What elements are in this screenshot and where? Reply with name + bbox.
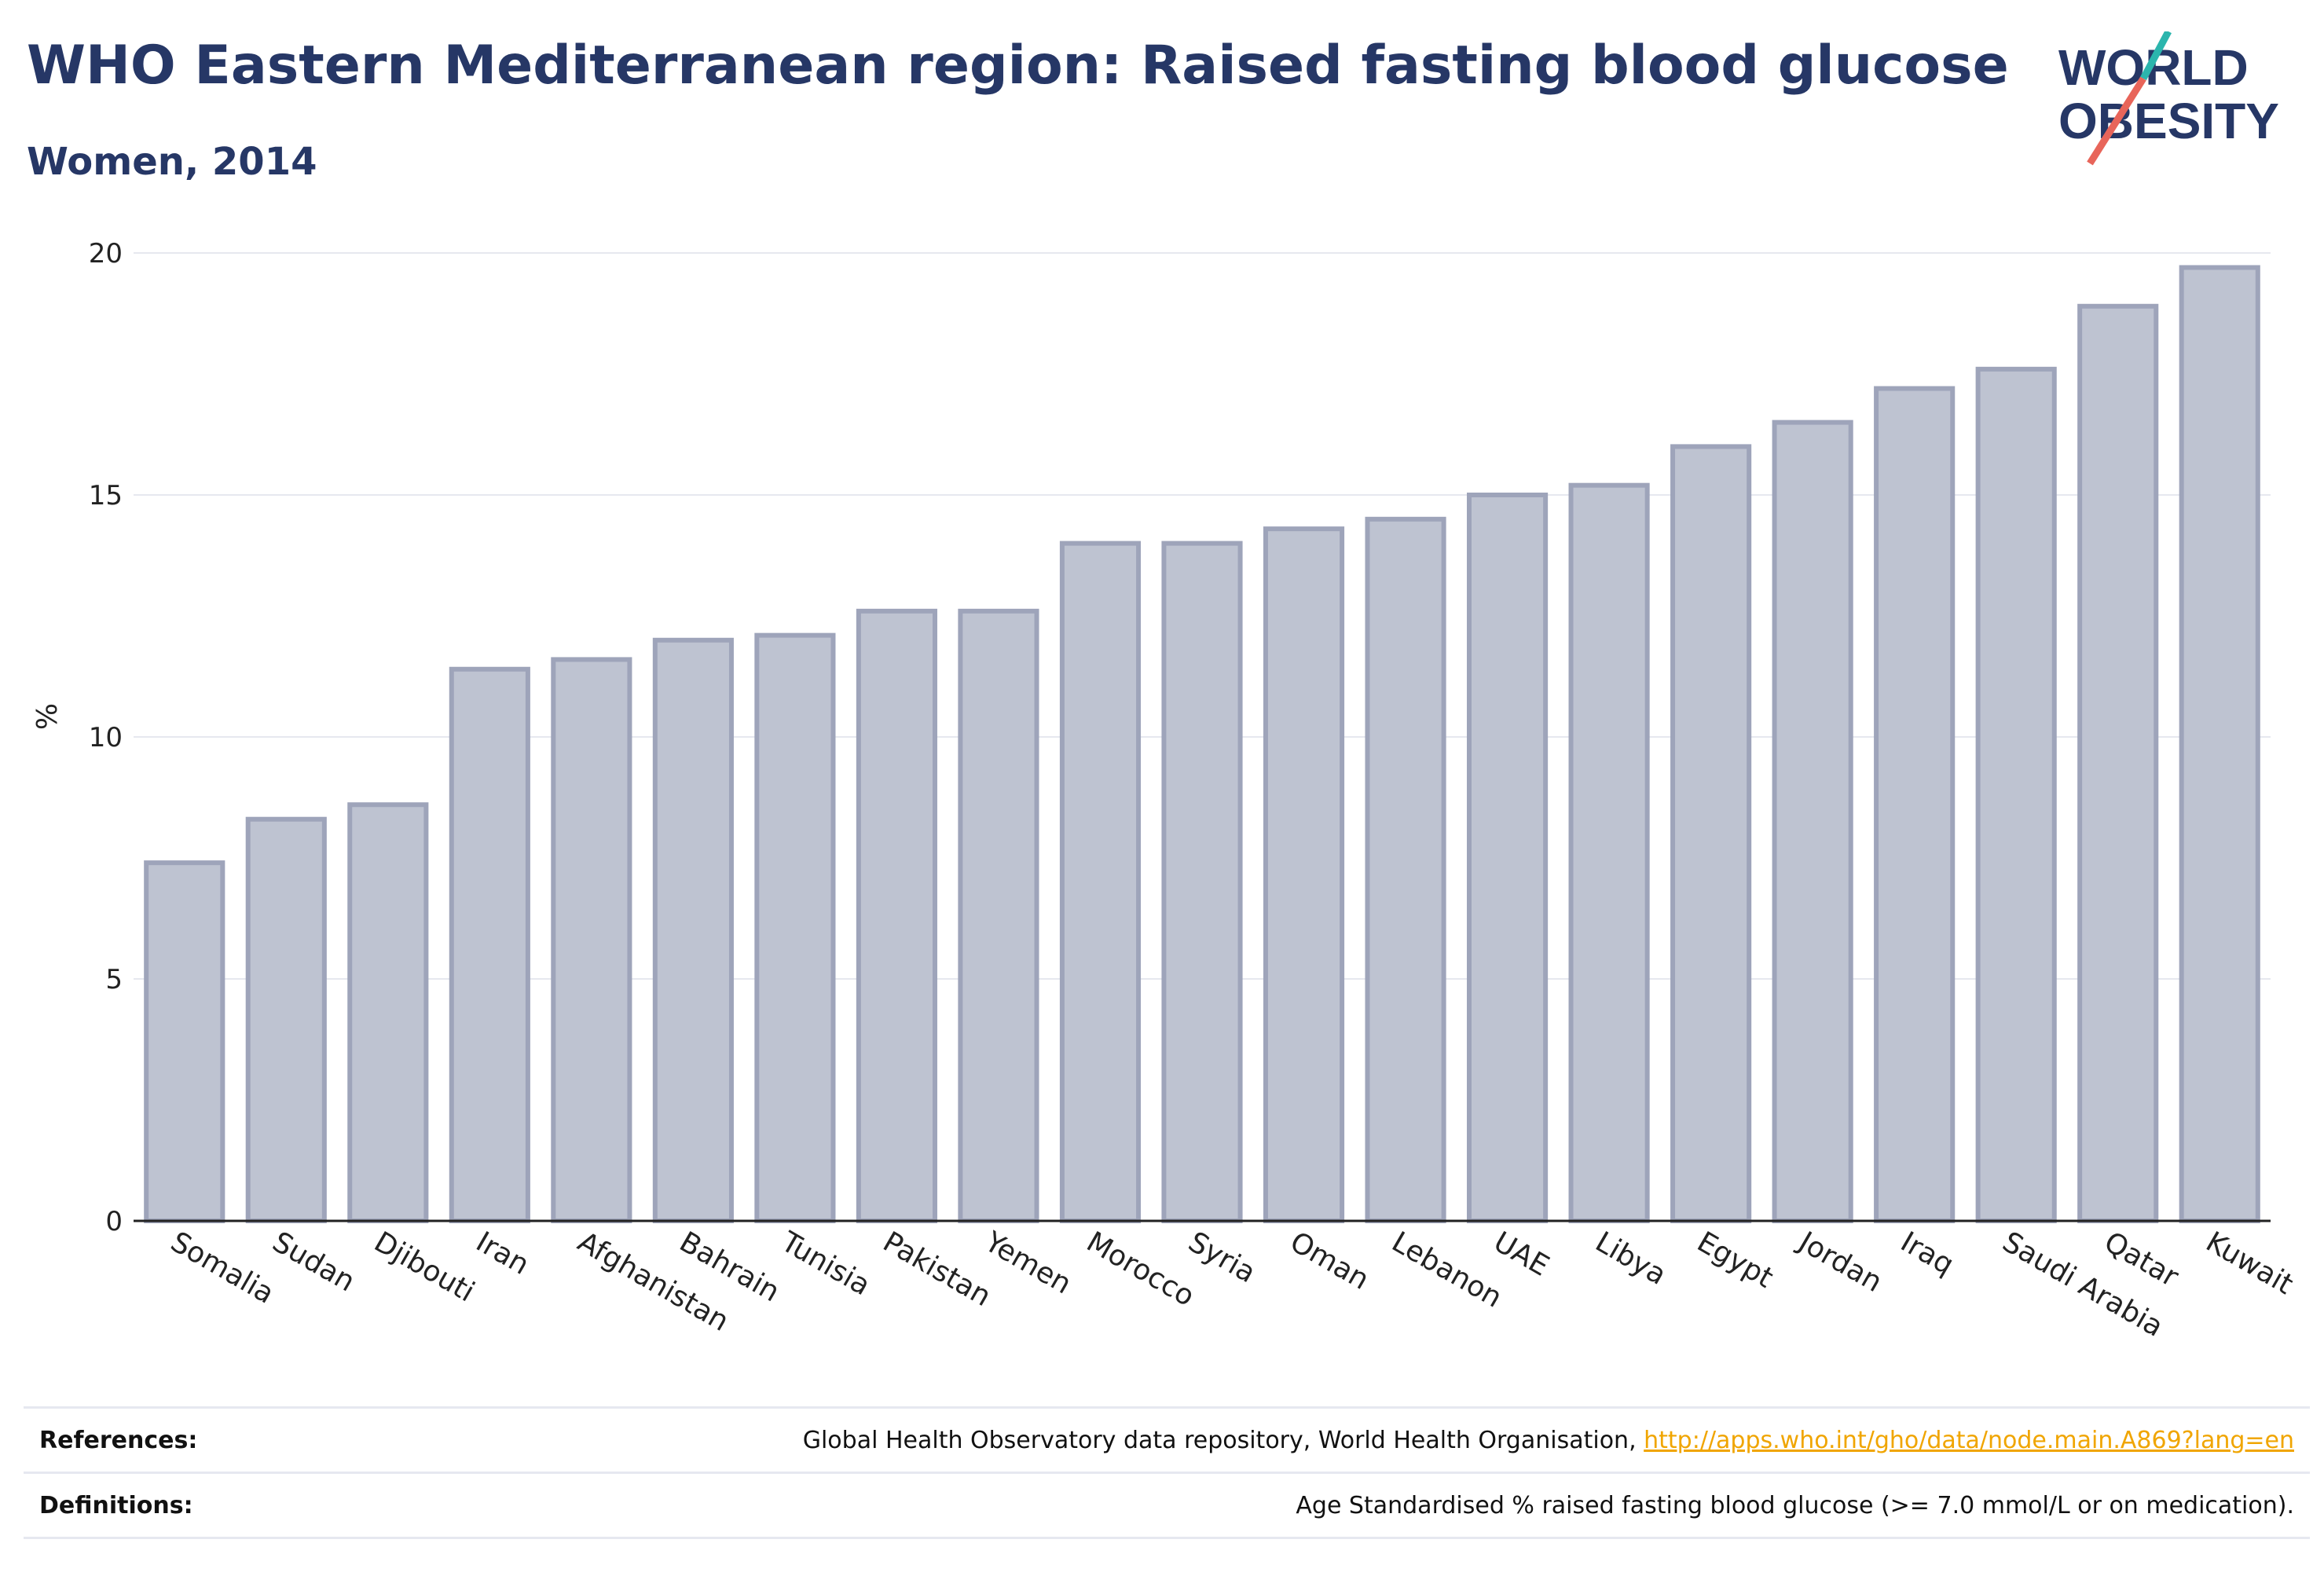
chart-title: WHO Eastern Mediterranean region: Raised…	[27, 35, 2009, 97]
bar-pakistan	[856, 608, 938, 1223]
x-tick-label: Iraq	[1895, 1226, 1959, 1281]
references-value: Global Health Observatory data repositor…	[291, 1406, 2310, 1473]
bar-egypt	[1670, 444, 1752, 1223]
x-tick-label: Oman	[1285, 1226, 1374, 1296]
x-tick-label: Egypt	[1692, 1226, 1778, 1294]
bar-djibouti	[347, 802, 429, 1223]
y-tick-label: 0	[105, 1206, 123, 1237]
references-label: References:	[24, 1406, 291, 1473]
bar-somalia	[144, 860, 225, 1224]
bar-sudan	[245, 816, 327, 1223]
x-tick-label: Lebanon	[1387, 1226, 1508, 1314]
x-tick-label: Sudan	[267, 1226, 361, 1298]
bar-oman	[1263, 526, 1345, 1223]
x-tick-label: UAE	[1488, 1226, 1554, 1282]
bar-uae	[1467, 493, 1549, 1223]
references-row: References: Global Health Observatory da…	[24, 1406, 2310, 1473]
bar-syria	[1161, 541, 1243, 1223]
chart-subtitle: Women, 2014	[27, 140, 317, 184]
y-tick-label: 5	[105, 964, 123, 995]
logo-line2: OBESITY	[2058, 93, 2279, 149]
bar-yemen	[958, 608, 1039, 1223]
footer-table: References: Global Health Observatory da…	[24, 1406, 2310, 1539]
x-tick-label: Djibouti	[368, 1226, 479, 1308]
x-tick-label: Morocco	[1081, 1226, 1200, 1313]
x-tick-label: Kuwait	[2201, 1226, 2299, 1301]
x-tick-label: Iran	[471, 1226, 534, 1281]
bar-kuwait	[2179, 265, 2260, 1224]
logo-slash-coral	[2087, 76, 2146, 166]
y-axis-title: %	[31, 703, 64, 730]
bar-lebanon	[1365, 516, 1446, 1223]
bar-bahrain	[652, 637, 734, 1223]
y-tick-label: 20	[89, 238, 123, 269]
x-tick-label: Jordan	[1792, 1225, 1887, 1299]
x-tick-label: Somalia	[165, 1226, 279, 1310]
references-link[interactable]: http://apps.who.int/gho/data/node.main.A…	[1644, 1426, 2294, 1454]
logo-line1: WORLD	[2058, 39, 2249, 96]
bar-morocco	[1059, 541, 1142, 1223]
y-axis: 0 5 10 15 20	[89, 238, 123, 1237]
definitions-label: Definitions:	[24, 1472, 291, 1539]
bar-afghanistan	[551, 657, 632, 1223]
bar-tunisia	[754, 632, 836, 1223]
bar-qatar	[2077, 303, 2159, 1223]
bar-iran	[449, 666, 530, 1223]
definitions-row: Definitions: Age Standardised % raised f…	[24, 1472, 2310, 1539]
bar-saudi-arabia	[1975, 366, 2057, 1224]
x-tick-label: Tunisia	[775, 1226, 876, 1302]
y-tick-label: 15	[89, 480, 123, 511]
x-tick-label: Pakistan	[878, 1226, 996, 1313]
x-tick-label: Libya	[1590, 1226, 1672, 1292]
references-text: Global Health Observatory data repositor…	[802, 1426, 1644, 1454]
y-tick-label: 10	[89, 722, 123, 753]
bars	[144, 265, 2260, 1224]
definitions-text: Age Standardised % raised fasting blood …	[291, 1472, 2310, 1539]
logo-slash-teal	[2140, 31, 2172, 81]
world-obesity-logo: WORLD OBESITY	[2058, 31, 2279, 166]
bar-iraq	[1874, 386, 1956, 1224]
bar-libya	[1568, 482, 1650, 1223]
x-tick-label: Syria	[1183, 1226, 1261, 1289]
bar-jordan	[1772, 420, 1853, 1223]
